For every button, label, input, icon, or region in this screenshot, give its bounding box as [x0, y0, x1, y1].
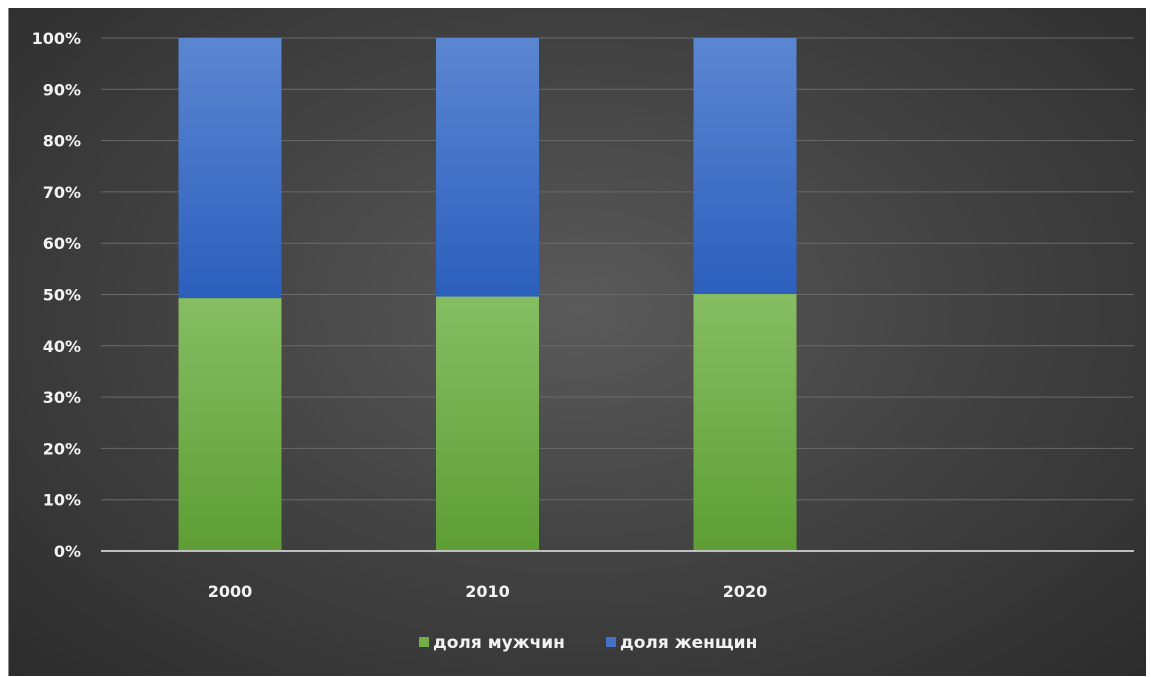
bar-segment-women-2020 — [693, 38, 797, 294]
bar-segment-women-2010 — [436, 38, 539, 297]
legend-label-men: доля мужчин — [433, 633, 565, 653]
x-tick-label: 2000 — [208, 582, 253, 601]
bar-segment-men-2000 — [178, 298, 282, 551]
x-axis: 2000 2010 2020 — [101, 550, 1134, 601]
y-tick-label: 60% — [43, 234, 81, 253]
y-tick-label: 90% — [43, 80, 81, 99]
bars — [178, 38, 797, 551]
legend-swatch-men — [419, 637, 429, 647]
y-tick-label: 100% — [32, 29, 81, 48]
y-tick-label: 80% — [43, 132, 81, 151]
y-tick-label: 30% — [43, 388, 81, 407]
x-tick-label: 2020 — [723, 582, 768, 601]
x-tick-label: 2010 — [465, 582, 510, 601]
y-tick-label: 40% — [43, 337, 81, 356]
y-tick-label: 10% — [43, 491, 81, 510]
y-tick-label: 20% — [43, 439, 81, 458]
legend: доля мужчин доля женщин — [419, 633, 757, 653]
bar-segment-men-2010 — [436, 296, 539, 551]
y-tick-label: 0% — [54, 542, 81, 561]
legend-swatch-women — [606, 637, 616, 647]
stacked-bar-chart: 0%10%20%30%40%50%60%70%80%90%100% 2000 20… — [32, 29, 1134, 653]
y-tick-label: 50% — [43, 286, 81, 305]
bar-segment-women-2000 — [178, 38, 282, 299]
y-axis: 0% 10% 20% 30% 40% 50% 60% 70% 80% 90% 100% — [32, 29, 81, 561]
legend-label-women: доля женщин — [620, 633, 757, 653]
chart-area: 0% 10% 20% 30% 40% 50% 60% 70% 80% 90% 100% 2000 20… — [8, 8, 1146, 676]
y-tick-label: 70% — [43, 183, 81, 202]
bar-segment-men-2020 — [693, 293, 797, 551]
